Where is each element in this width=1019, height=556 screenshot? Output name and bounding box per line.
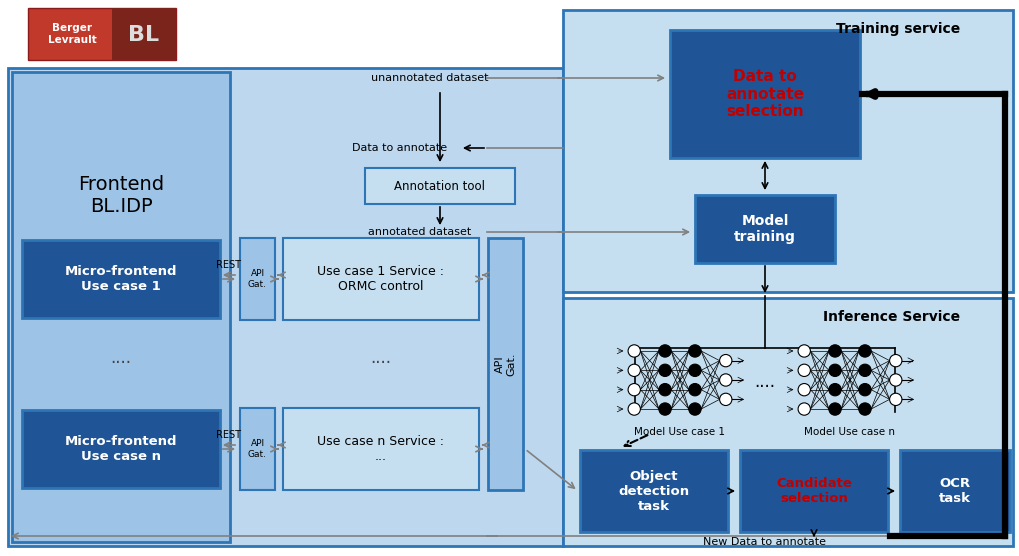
Text: Annotation tool: Annotation tool	[394, 180, 485, 192]
Circle shape	[688, 345, 700, 357]
FancyBboxPatch shape	[282, 238, 479, 320]
Circle shape	[628, 384, 640, 396]
Circle shape	[828, 403, 841, 415]
Circle shape	[688, 384, 700, 396]
Text: Frontend
BL.IDP: Frontend BL.IDP	[77, 175, 164, 216]
Circle shape	[718, 374, 732, 386]
Circle shape	[828, 364, 841, 376]
Text: BL: BL	[128, 25, 159, 45]
Circle shape	[889, 393, 901, 405]
Text: ....: ....	[110, 349, 131, 367]
Text: Data to annotate: Data to annotate	[353, 143, 447, 153]
Circle shape	[688, 403, 700, 415]
FancyBboxPatch shape	[28, 8, 176, 60]
Circle shape	[797, 403, 810, 415]
Circle shape	[718, 393, 732, 405]
Text: API
Gat.: API Gat.	[248, 269, 267, 289]
Circle shape	[628, 364, 640, 376]
FancyBboxPatch shape	[112, 8, 176, 60]
FancyBboxPatch shape	[239, 238, 275, 320]
Circle shape	[889, 355, 901, 367]
FancyBboxPatch shape	[899, 450, 1009, 532]
Text: New Data to annotate: New Data to annotate	[703, 537, 825, 547]
Text: Candidate
selection: Candidate selection	[775, 477, 851, 505]
FancyBboxPatch shape	[282, 408, 479, 490]
Circle shape	[688, 364, 700, 376]
Circle shape	[858, 345, 870, 357]
FancyBboxPatch shape	[562, 10, 1012, 292]
Text: ....: ....	[370, 349, 391, 367]
FancyBboxPatch shape	[365, 168, 515, 204]
FancyBboxPatch shape	[739, 450, 888, 532]
Circle shape	[828, 345, 841, 357]
Text: Berger
Levrault: Berger Levrault	[48, 23, 96, 45]
Circle shape	[797, 345, 810, 357]
Circle shape	[858, 384, 870, 396]
Text: ....: ....	[754, 373, 774, 391]
FancyBboxPatch shape	[22, 410, 220, 488]
Circle shape	[658, 384, 671, 396]
FancyBboxPatch shape	[669, 30, 859, 158]
Text: Inference Service: Inference Service	[822, 310, 959, 324]
Text: REST: REST	[216, 430, 242, 440]
FancyBboxPatch shape	[562, 298, 1012, 546]
Circle shape	[628, 403, 640, 415]
Text: API
Gat.: API Gat.	[494, 353, 516, 376]
Circle shape	[658, 345, 671, 357]
Text: Model Use case n: Model Use case n	[804, 427, 895, 437]
FancyBboxPatch shape	[22, 240, 220, 318]
Circle shape	[858, 403, 870, 415]
Text: API
Gat.: API Gat.	[248, 439, 267, 459]
Circle shape	[797, 384, 810, 396]
FancyBboxPatch shape	[12, 72, 229, 542]
Circle shape	[858, 364, 870, 376]
Circle shape	[889, 374, 901, 386]
Text: Micro-frontend
Use case 1: Micro-frontend Use case 1	[64, 265, 177, 293]
Text: Model Use case 1: Model Use case 1	[634, 427, 725, 437]
Circle shape	[797, 364, 810, 376]
Text: OCR
task: OCR task	[938, 477, 970, 505]
Text: Use case 1 Service :
ORMC control: Use case 1 Service : ORMC control	[317, 265, 444, 293]
Circle shape	[828, 384, 841, 396]
FancyBboxPatch shape	[8, 68, 562, 546]
Text: REST: REST	[216, 260, 242, 270]
FancyBboxPatch shape	[694, 195, 835, 263]
Circle shape	[658, 403, 671, 415]
Circle shape	[628, 345, 640, 357]
Text: annotated dataset: annotated dataset	[368, 227, 471, 237]
Text: Object
detection
task: Object detection task	[618, 469, 689, 513]
Text: unannotated dataset: unannotated dataset	[371, 73, 488, 83]
Text: Micro-frontend
Use case n: Micro-frontend Use case n	[64, 435, 177, 463]
Circle shape	[658, 364, 671, 376]
Text: Use case n Service :
...: Use case n Service : ...	[317, 435, 444, 463]
Text: Data to
annotate
selection: Data to annotate selection	[726, 69, 803, 119]
FancyBboxPatch shape	[487, 238, 523, 490]
Text: Model
training: Model training	[734, 214, 795, 244]
Text: Training service: Training service	[835, 22, 959, 36]
Circle shape	[718, 355, 732, 367]
FancyBboxPatch shape	[239, 408, 275, 490]
FancyBboxPatch shape	[580, 450, 728, 532]
